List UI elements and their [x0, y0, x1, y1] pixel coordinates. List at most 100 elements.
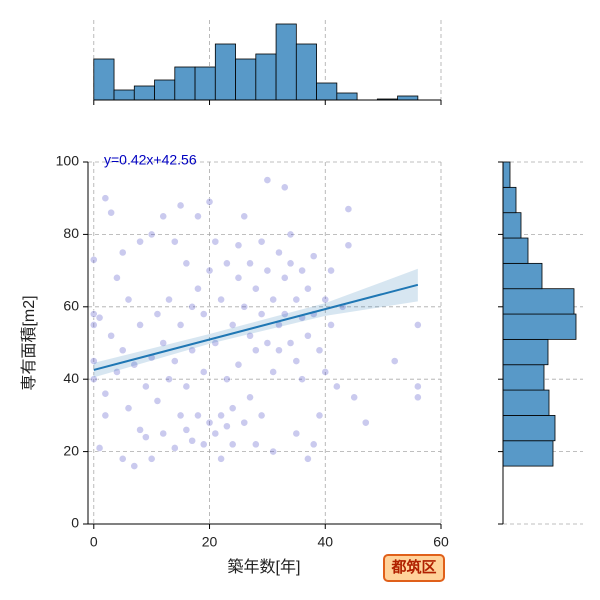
hist-bar — [275, 23, 297, 101]
point — [269, 368, 278, 376]
point — [240, 302, 249, 311]
point — [89, 255, 98, 264]
point — [199, 368, 208, 376]
point — [101, 411, 110, 420]
regression-line — [93, 283, 419, 371]
x-tick-label: 20 — [202, 534, 218, 550]
point — [350, 393, 359, 402]
hist-bar — [154, 79, 176, 101]
point — [188, 436, 197, 445]
hist-bar — [93, 58, 115, 101]
hist-bar — [502, 161, 511, 188]
hist-bar — [502, 313, 577, 340]
point — [136, 425, 144, 434]
point — [292, 357, 301, 365]
hist-bar — [336, 92, 358, 101]
point — [95, 444, 104, 452]
point — [246, 259, 254, 268]
hist-bar — [502, 237, 529, 264]
point — [263, 339, 272, 347]
hist-bar — [255, 53, 277, 101]
point — [147, 230, 156, 239]
x-tick-label: 0 — [90, 534, 98, 550]
hist-bar — [214, 43, 236, 101]
point — [124, 295, 133, 304]
point — [304, 284, 312, 293]
hist-bar — [502, 212, 522, 239]
point — [113, 368, 121, 376]
point — [176, 411, 185, 420]
point — [275, 248, 283, 257]
point — [101, 194, 110, 203]
point — [141, 382, 150, 391]
point — [188, 346, 197, 355]
point — [413, 382, 422, 391]
point — [113, 273, 121, 282]
point — [228, 440, 237, 449]
hist-bar — [502, 364, 545, 391]
badge-box — [383, 554, 445, 582]
point — [199, 310, 208, 318]
y-tick-label: 20 — [63, 442, 79, 458]
y-tick-label: 100 — [56, 153, 80, 169]
point — [298, 375, 307, 384]
point — [298, 266, 307, 275]
point — [194, 212, 202, 221]
point — [136, 237, 144, 246]
point — [315, 411, 324, 420]
point — [280, 183, 289, 192]
point — [159, 339, 168, 347]
point — [165, 375, 173, 384]
badge-text: 都筑区 — [390, 558, 436, 576]
point — [153, 397, 162, 405]
point — [292, 429, 301, 438]
point — [199, 440, 208, 449]
point — [211, 237, 220, 246]
point — [263, 266, 272, 275]
hist-bar — [316, 82, 338, 101]
point — [118, 346, 127, 355]
point — [217, 411, 225, 420]
point — [107, 208, 116, 217]
point — [222, 422, 231, 431]
point — [280, 310, 289, 318]
point — [361, 418, 370, 427]
point — [413, 320, 422, 329]
point — [89, 357, 98, 365]
point — [118, 454, 127, 463]
point — [130, 360, 139, 369]
y-tick-label: 0 — [71, 515, 79, 531]
point — [101, 389, 110, 398]
y-tick-label: 60 — [63, 298, 79, 314]
point — [182, 259, 191, 268]
point — [182, 382, 191, 391]
point — [280, 273, 289, 282]
point — [257, 237, 266, 246]
confidence-band — [93, 268, 418, 378]
y-tick-label: 40 — [63, 370, 79, 386]
point — [205, 197, 214, 206]
point — [194, 411, 202, 420]
hist-bar — [295, 43, 317, 101]
hist-bar — [502, 262, 543, 290]
point — [159, 429, 168, 438]
point — [321, 295, 330, 304]
point — [211, 429, 220, 438]
point — [275, 346, 283, 355]
point — [304, 454, 312, 463]
point — [286, 259, 295, 268]
point — [228, 404, 237, 413]
point — [188, 302, 197, 311]
point — [228, 320, 237, 329]
point — [222, 259, 231, 268]
hist-bar — [502, 389, 550, 416]
point — [286, 230, 295, 239]
point — [217, 454, 225, 463]
hist-bar — [235, 58, 257, 101]
x-tick-label: 60 — [433, 534, 449, 550]
point — [263, 176, 272, 184]
point — [257, 310, 266, 318]
point — [170, 444, 179, 452]
point — [107, 331, 116, 340]
hist-bar — [502, 186, 517, 214]
